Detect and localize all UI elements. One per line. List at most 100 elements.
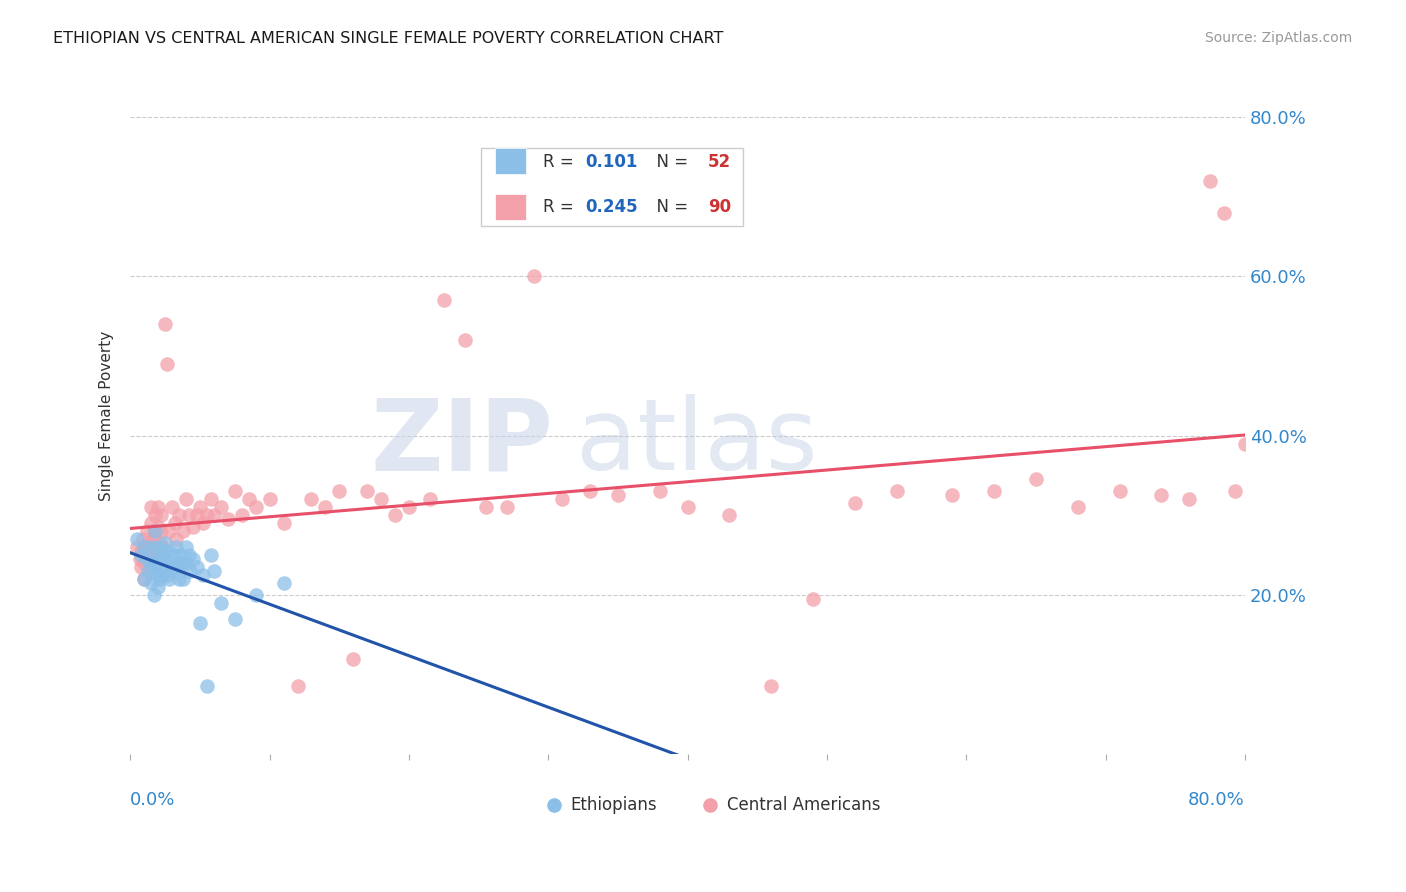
Point	[273, 575, 295, 590]
Point	[342, 651, 364, 665]
Point	[676, 500, 699, 515]
Point	[145, 528, 167, 542]
Point	[167, 572, 190, 586]
Point	[148, 500, 170, 515]
Point	[202, 564, 225, 578]
Point	[238, 492, 260, 507]
Text: ZIP: ZIP	[371, 394, 554, 491]
Point	[132, 532, 155, 546]
Point	[153, 536, 176, 550]
Text: 0.245: 0.245	[585, 198, 638, 217]
Point	[224, 484, 246, 499]
Point	[844, 806, 866, 821]
Point	[761, 679, 783, 693]
Point	[143, 524, 166, 538]
Point	[1108, 484, 1130, 499]
Point	[314, 500, 336, 515]
Point	[146, 568, 169, 582]
Text: Central Americans: Central Americans	[727, 796, 880, 814]
Point	[191, 568, 214, 582]
Point	[844, 496, 866, 510]
Point	[356, 484, 378, 499]
Point	[1199, 174, 1222, 188]
Point	[134, 572, 156, 586]
Point	[169, 548, 191, 562]
Point	[149, 568, 172, 582]
Text: 90: 90	[707, 198, 731, 217]
Point	[139, 560, 162, 574]
Point	[155, 568, 177, 582]
Point	[150, 560, 173, 574]
Point	[433, 293, 456, 308]
Point	[143, 588, 166, 602]
Point	[148, 520, 170, 534]
Point	[142, 560, 165, 574]
Text: R =: R =	[543, 198, 579, 217]
Point	[209, 596, 232, 610]
Point	[181, 552, 204, 566]
Point	[148, 580, 170, 594]
Point	[157, 572, 180, 586]
Point	[149, 508, 172, 523]
Point	[1150, 488, 1173, 502]
Point	[1213, 206, 1236, 220]
Point	[191, 516, 214, 531]
Point	[188, 500, 211, 515]
Point	[134, 540, 156, 554]
Point	[157, 556, 180, 570]
Point	[1233, 436, 1256, 450]
Point	[177, 548, 200, 562]
Point	[134, 572, 156, 586]
Point	[145, 552, 167, 566]
Point	[259, 492, 281, 507]
Point	[131, 544, 153, 558]
Point	[245, 500, 267, 515]
Point	[523, 269, 546, 284]
Point	[141, 500, 163, 515]
Point	[153, 552, 176, 566]
Point	[136, 552, 159, 566]
Point	[146, 544, 169, 558]
Point	[170, 556, 193, 570]
Point	[200, 492, 222, 507]
Point	[273, 516, 295, 531]
Y-axis label: Single Female Poverty: Single Female Poverty	[100, 331, 114, 501]
Point	[172, 524, 194, 538]
Point	[127, 540, 149, 554]
Point	[419, 492, 441, 507]
Point	[148, 556, 170, 570]
Point	[301, 492, 323, 507]
Point	[131, 560, 153, 574]
Point	[167, 556, 190, 570]
Point	[209, 500, 232, 515]
Point	[162, 548, 184, 562]
Point	[157, 524, 180, 538]
Point	[138, 536, 160, 550]
Point	[165, 532, 187, 546]
Point	[129, 552, 152, 566]
Point	[143, 540, 166, 554]
Point	[141, 516, 163, 531]
Point	[145, 524, 167, 538]
Point	[145, 508, 167, 523]
Point	[131, 548, 153, 562]
Text: atlas: atlas	[576, 394, 818, 491]
Point	[648, 484, 671, 499]
Point	[454, 333, 477, 347]
Text: R =: R =	[543, 153, 579, 171]
Point	[370, 492, 392, 507]
Text: 52: 52	[707, 153, 731, 171]
Point	[384, 508, 406, 523]
Point	[156, 544, 179, 558]
Point	[163, 560, 186, 574]
Point	[160, 564, 183, 578]
Point	[886, 484, 908, 499]
Point	[495, 500, 517, 515]
FancyBboxPatch shape	[481, 148, 744, 227]
Text: 80.0%: 80.0%	[1188, 791, 1244, 809]
Point	[474, 500, 496, 515]
FancyBboxPatch shape	[495, 148, 526, 174]
Point	[181, 520, 204, 534]
Point	[200, 548, 222, 562]
Point	[287, 679, 309, 693]
